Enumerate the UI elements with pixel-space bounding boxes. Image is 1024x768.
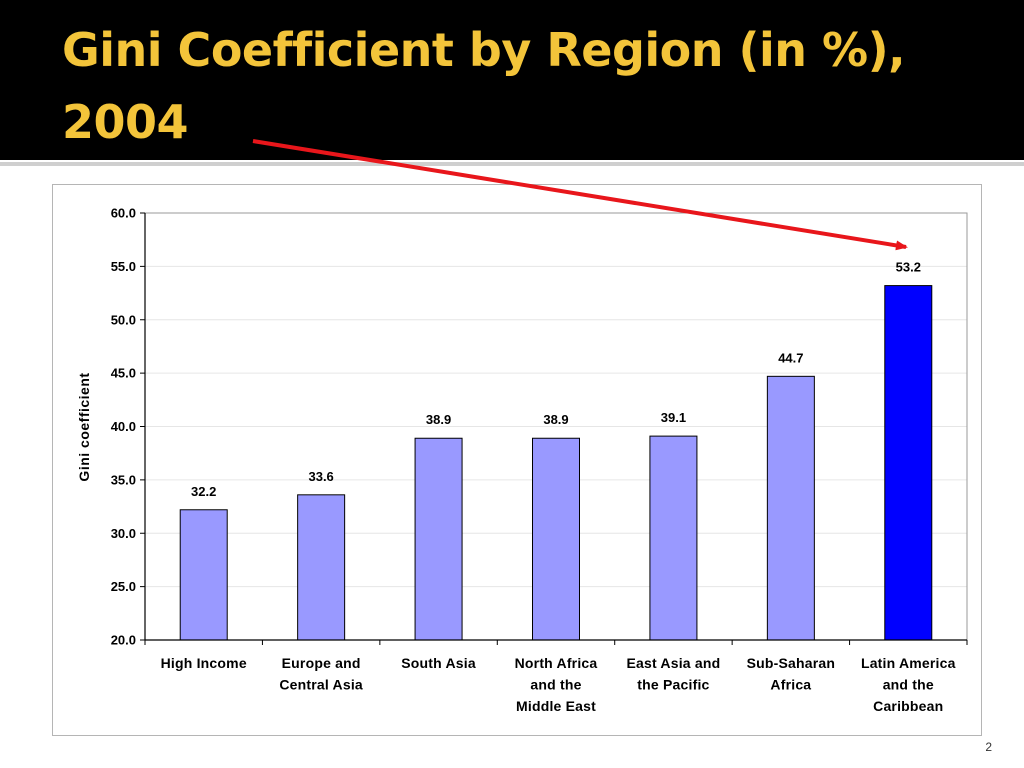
- y-tick-label: 50.0: [111, 312, 136, 327]
- bar: [297, 494, 346, 641]
- category-label: Europe and: [282, 655, 361, 671]
- slide-title-line1: Gini Coefficient by Region (in %),: [62, 23, 906, 77]
- title-divider: [0, 162, 1024, 166]
- data-label: 32.2: [191, 484, 216, 499]
- category-label: Caribbean: [873, 698, 943, 714]
- bar: [414, 437, 463, 641]
- category-label: Middle East: [516, 698, 596, 714]
- data-label: 38.9: [543, 412, 568, 427]
- y-tick-label: 55.0: [111, 259, 136, 274]
- data-label: 38.9: [426, 412, 451, 427]
- y-tick-label: 45.0: [111, 366, 136, 381]
- bar: [532, 437, 580, 641]
- bar: [884, 285, 933, 641]
- y-tick-label: 25.0: [111, 579, 136, 594]
- page-number: 2: [985, 740, 992, 754]
- data-label: 39.1: [661, 410, 686, 425]
- category-label: and the: [883, 677, 934, 693]
- y-tick-label: 40.0: [111, 419, 136, 434]
- y-tick-label: 20.0: [111, 633, 136, 648]
- labels: 20.0 25.0 30.0 35.0 40.0 45.0 50.0 55.0 60.0 32.2…: [111, 206, 956, 715]
- bar: [649, 435, 698, 641]
- y-axis-title: Gini coefficient: [76, 372, 92, 481]
- category-label: Sub-Saharan: [747, 655, 836, 671]
- category-label: and the: [530, 677, 581, 693]
- data-label: 33.6: [308, 469, 333, 484]
- data-label: 53.2: [896, 260, 921, 275]
- category-label: Latin America: [861, 655, 956, 671]
- bar: [179, 509, 228, 641]
- y-tick-label: 60.0: [111, 206, 136, 221]
- y-tick-label: 35.0: [111, 472, 136, 487]
- axes: [140, 212, 968, 645]
- data-label: 44.7: [778, 350, 803, 365]
- category-label: High Income: [161, 655, 247, 671]
- category-label: South Asia: [401, 655, 476, 671]
- category-label: Africa: [770, 677, 811, 693]
- category-label: the Pacific: [637, 677, 709, 693]
- category-label: East Asia and: [626, 655, 720, 671]
- y-tick-label: 30.0: [111, 526, 136, 541]
- bar: [766, 375, 815, 641]
- category-label: North Africa: [515, 655, 598, 671]
- slide-title: Gini Coefficient by Region (in %), 2004: [62, 14, 962, 158]
- bars: [179, 285, 933, 641]
- title-band: Gini Coefficient by Region (in %), 2004: [0, 0, 1024, 160]
- slide-title-line2: 2004: [62, 95, 189, 149]
- annotation-arrow: [252, 139, 908, 251]
- category-label: Central Asia: [279, 677, 363, 693]
